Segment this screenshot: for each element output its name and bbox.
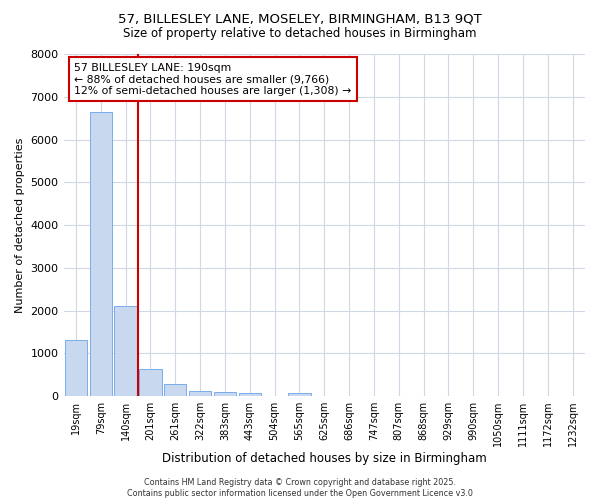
Bar bbox=[239, 393, 261, 396]
Text: 57, BILLESLEY LANE, MOSELEY, BIRMINGHAM, B13 9QT: 57, BILLESLEY LANE, MOSELEY, BIRMINGHAM,… bbox=[118, 12, 482, 26]
Bar bbox=[189, 390, 211, 396]
Bar bbox=[65, 340, 87, 396]
Text: Size of property relative to detached houses in Birmingham: Size of property relative to detached ho… bbox=[123, 28, 477, 40]
Bar bbox=[115, 306, 137, 396]
Bar bbox=[89, 112, 112, 396]
Bar bbox=[214, 392, 236, 396]
X-axis label: Distribution of detached houses by size in Birmingham: Distribution of detached houses by size … bbox=[162, 452, 487, 465]
Text: 57 BILLESLEY LANE: 190sqm
← 88% of detached houses are smaller (9,766)
12% of se: 57 BILLESLEY LANE: 190sqm ← 88% of detac… bbox=[74, 62, 351, 96]
Bar bbox=[288, 393, 311, 396]
Y-axis label: Number of detached properties: Number of detached properties bbox=[15, 138, 25, 312]
Text: Contains HM Land Registry data © Crown copyright and database right 2025.
Contai: Contains HM Land Registry data © Crown c… bbox=[127, 478, 473, 498]
Bar bbox=[139, 369, 161, 396]
Bar bbox=[164, 384, 187, 396]
